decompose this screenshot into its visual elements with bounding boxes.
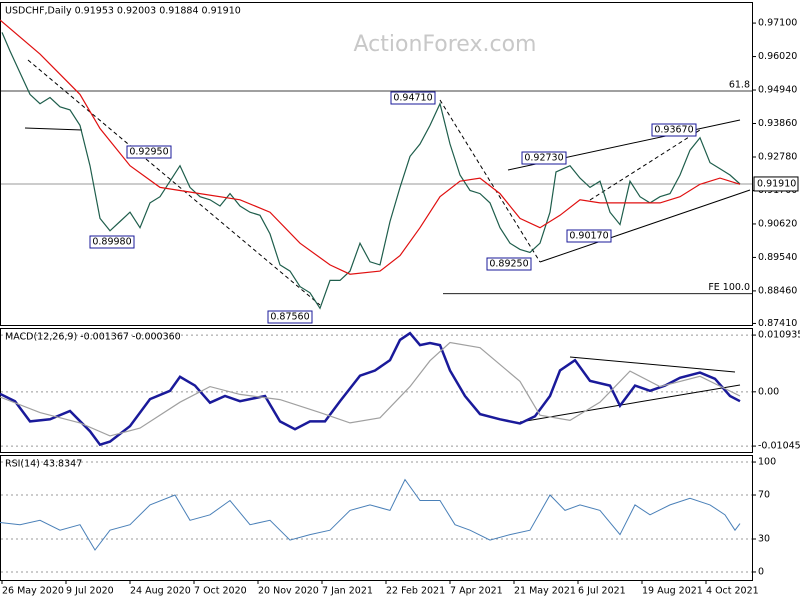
- annotation: 0.90170: [569, 231, 608, 242]
- panel-title: MACD(12,26,9) -0.001367 -0.000360: [5, 332, 181, 343]
- x-tick-label: 7 Apr 2021: [450, 586, 503, 597]
- y-tick-label: 30: [758, 533, 770, 544]
- trend-line: [519, 384, 741, 423]
- series-line: [1, 32, 741, 310]
- series-line: [0, 341, 741, 437]
- y-tick-label: 70: [758, 490, 770, 501]
- x-tick-label: 21 May 2021: [514, 586, 576, 597]
- annotation: 0.87560: [270, 312, 309, 323]
- x-tick-label: 22 Feb 2021: [386, 586, 445, 597]
- annotation: 0.92730: [524, 153, 563, 164]
- y-tick-label: 0.97100: [758, 18, 797, 29]
- annotation-box: [566, 229, 612, 243]
- trend-line: [27, 59, 321, 306]
- panel-title: RSI(14) 43.8347: [5, 459, 82, 470]
- trend-line: [439, 99, 541, 263]
- x-tick-label: 24 Aug 2020: [130, 586, 191, 597]
- y-tick-label: 0.00: [758, 386, 779, 397]
- y-tick-label: 0.96020: [758, 51, 797, 62]
- y-tick-label: 100: [758, 457, 776, 468]
- panel-title: USDCHF,Daily 0.91953 0.92003 0.91884 0.9…: [5, 6, 241, 17]
- y-tick-label: 0.87410: [758, 318, 797, 329]
- y-tick-label: 0.94940: [758, 85, 797, 96]
- level-label: 61.8: [729, 79, 750, 90]
- trend-line: [589, 129, 701, 201]
- annotation-box: [486, 257, 532, 271]
- annotation-box: [89, 235, 135, 249]
- y-tick-label: 0.88460: [758, 285, 797, 296]
- trend-line: [569, 356, 736, 373]
- series-line: [0, 19, 741, 275]
- series-line: [0, 478, 741, 551]
- annotation: 0.92950: [129, 147, 168, 158]
- annotation: 0.89250: [489, 259, 528, 270]
- y-tick-label: -0.010459: [758, 441, 800, 452]
- annotation: 0.93670: [654, 125, 693, 136]
- annotation-box: [651, 123, 697, 137]
- trend-line: [24, 127, 83, 131]
- trend-line: [539, 189, 751, 263]
- annotation-box: [126, 145, 172, 159]
- annotation-box: [390, 91, 436, 105]
- y-tick-label: 0.93860: [758, 118, 797, 129]
- annotation-box: [521, 151, 567, 165]
- y-tick-label: 0: [758, 566, 764, 577]
- level-label: FE 100.0: [708, 282, 750, 293]
- last-price-label: 0.91910: [757, 178, 796, 189]
- watermark: ActionForex.com: [354, 32, 537, 57]
- panel-frame: [0, 455, 753, 581]
- x-tick-label: 19 Aug 2021: [642, 586, 703, 597]
- x-tick-label: 26 May 2020: [2, 586, 64, 597]
- annotation-box: [267, 310, 313, 324]
- panel-frame: [0, 2, 753, 326]
- series-line: [0, 331, 741, 447]
- annotation: 0.94710: [393, 93, 432, 104]
- x-tick-label: 20 Nov 2020: [258, 586, 319, 597]
- last-price-box: [753, 176, 799, 192]
- y-tick-label: 0.89540: [758, 252, 797, 263]
- x-tick-label: 7 Jan 2021: [322, 586, 373, 597]
- x-tick-label: 9 Jul 2020: [66, 586, 114, 597]
- y-tick-label: 0.010935: [758, 330, 800, 341]
- annotation: 0.89980: [92, 237, 131, 248]
- panel-frame: [0, 328, 753, 453]
- x-tick-label: 4 Oct 2021: [706, 586, 759, 597]
- x-tick-label: 6 Jul 2021: [578, 586, 626, 597]
- x-tick-label: 7 Oct 2020: [194, 586, 247, 597]
- y-tick-label: 0.92780: [758, 151, 797, 162]
- y-tick-label: 0.90620: [758, 218, 797, 229]
